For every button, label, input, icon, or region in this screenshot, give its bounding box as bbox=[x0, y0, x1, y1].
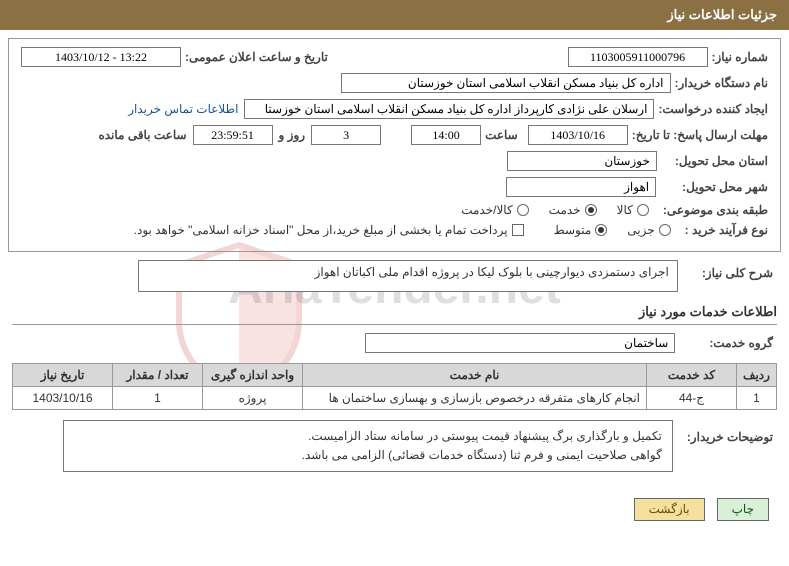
deadline-label: مهلت ارسال پاسخ: تا تاریخ: bbox=[632, 128, 768, 142]
need-number-label: شماره نیاز: bbox=[712, 50, 768, 64]
radio-goods-circle bbox=[637, 204, 649, 216]
requester-field[interactable] bbox=[244, 99, 654, 119]
button-bar: چاپ بازگشت bbox=[0, 488, 789, 531]
radio-goods-label: کالا bbox=[617, 203, 633, 217]
service-group-label: گروه خدمت: bbox=[709, 336, 773, 350]
radio-service[interactable]: خدمت bbox=[549, 203, 597, 217]
radio-medium-label: متوسط bbox=[554, 223, 592, 237]
radio-medium[interactable]: متوسط bbox=[554, 223, 608, 237]
payment-note: پرداخت تمام یا بخشی از مبلغ خرید،از محل … bbox=[134, 223, 508, 237]
category-label: طبقه بندی موضوعی: bbox=[663, 203, 768, 217]
announce-date-field[interactable] bbox=[21, 47, 181, 67]
contact-buyer-link[interactable]: اطلاعات تماس خریدار bbox=[128, 102, 238, 116]
need-summary-label: شرح کلی نیاز: bbox=[702, 266, 773, 280]
col-row: ردیف bbox=[737, 364, 777, 387]
service-group-field[interactable] bbox=[365, 333, 675, 353]
payment-checkbox-group[interactable]: پرداخت تمام یا بخشی از مبلغ خرید،از محل … bbox=[134, 223, 524, 237]
city-label: شهر محل تحویل: bbox=[682, 180, 768, 194]
radio-both-circle bbox=[517, 204, 529, 216]
need-summary-field[interactable]: اجرای دستمزدی دیوارچینی با بلوک لیکا در … bbox=[138, 260, 678, 292]
province-field[interactable] bbox=[507, 151, 657, 171]
payment-checkbox bbox=[512, 224, 524, 236]
radio-service-circle bbox=[585, 204, 597, 216]
cell-date: 1403/10/16 bbox=[13, 387, 113, 410]
radio-both[interactable]: کالا/خدمت bbox=[461, 203, 528, 217]
panel-header: جزئیات اطلاعات نیاز bbox=[0, 0, 789, 30]
cell-code: ج-44 bbox=[647, 387, 737, 410]
radio-medium-circle bbox=[595, 224, 607, 236]
purchase-type-label: نوع فرآیند خرید : bbox=[685, 223, 768, 237]
col-date: تاریخ نیاز bbox=[13, 364, 113, 387]
cell-idx: 1 bbox=[737, 387, 777, 410]
deadline-date-field[interactable] bbox=[528, 125, 628, 145]
radio-minor[interactable]: جزیی bbox=[627, 223, 670, 237]
print-button[interactable]: چاپ bbox=[717, 498, 769, 521]
col-name: نام خدمت bbox=[303, 364, 647, 387]
days-remaining-field[interactable] bbox=[311, 125, 381, 145]
radio-minor-label: جزیی bbox=[627, 223, 654, 237]
days-label: روز و bbox=[279, 128, 306, 142]
buyer-org-label: نام دستگاه خریدار: bbox=[675, 76, 769, 90]
col-qty: تعداد / مقدار bbox=[113, 364, 203, 387]
city-field[interactable] bbox=[506, 177, 656, 197]
services-table: ردیف کد خدمت نام خدمت واحد اندازه گیری ت… bbox=[12, 363, 777, 410]
time-remaining-field[interactable] bbox=[193, 125, 273, 145]
col-code: کد خدمت bbox=[647, 364, 737, 387]
need-number-field[interactable] bbox=[568, 47, 708, 67]
cell-name: انجام کارهای متفرقه درخصوص بازسازی و بهس… bbox=[303, 387, 647, 410]
deadline-time-field[interactable] bbox=[411, 125, 481, 145]
cell-unit: پروژه bbox=[203, 387, 303, 410]
province-label: استان محل تحویل: bbox=[675, 154, 768, 168]
buyer-notes-label: توضیحات خریدار: bbox=[687, 430, 773, 444]
requester-label: ایجاد کننده درخواست: bbox=[658, 102, 768, 116]
remaining-label: ساعت باقی مانده bbox=[98, 128, 186, 142]
radio-both-label: کالا/خدمت bbox=[461, 203, 512, 217]
announce-date-label: تاریخ و ساعت اعلان عمومی: bbox=[185, 50, 328, 64]
cell-qty: 1 bbox=[113, 387, 203, 410]
radio-goods[interactable]: کالا bbox=[617, 203, 649, 217]
main-form-panel: شماره نیاز: تاریخ و ساعت اعلان عمومی: نا… bbox=[8, 38, 781, 252]
buyer-notes-field[interactable]: تکمیل و بارگذاری برگ پیشنهاد قیمت پیوستی… bbox=[63, 420, 673, 472]
buyer-org-field[interactable] bbox=[341, 73, 671, 93]
radio-minor-circle bbox=[659, 224, 671, 236]
back-button[interactable]: بازگشت bbox=[634, 498, 705, 521]
deadline-time-label: ساعت bbox=[485, 128, 518, 142]
panel-title: جزئیات اطلاعات نیاز bbox=[667, 7, 777, 23]
services-section-title: اطلاعات خدمات مورد نیاز bbox=[12, 300, 777, 325]
table-header-row: ردیف کد خدمت نام خدمت واحد اندازه گیری ت… bbox=[13, 364, 777, 387]
radio-service-label: خدمت bbox=[549, 203, 581, 217]
col-unit: واحد اندازه گیری bbox=[203, 364, 303, 387]
table-row: 1 ج-44 انجام کارهای متفرقه درخصوص بازساز… bbox=[13, 387, 777, 410]
